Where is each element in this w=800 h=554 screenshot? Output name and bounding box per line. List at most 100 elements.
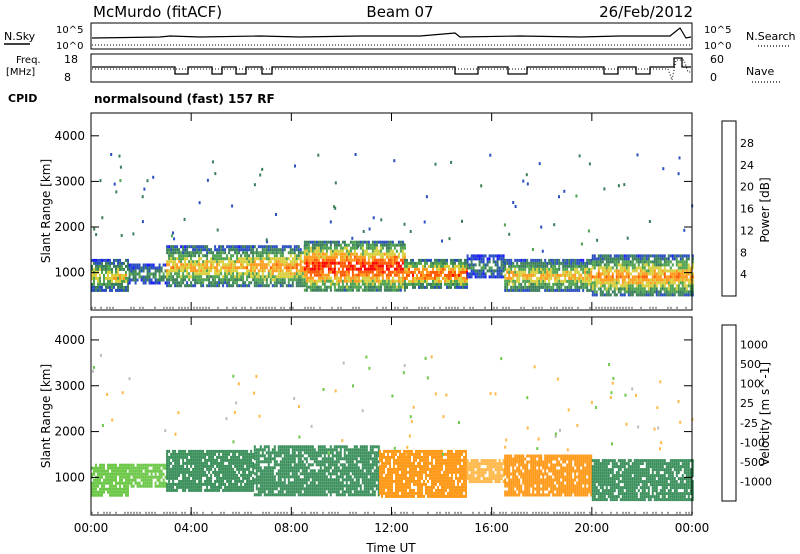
velocity-cell [91,481,93,485]
power-cell [609,257,612,261]
power-cell [661,287,664,291]
power-ground-cell [403,306,405,309]
velocity-cell [277,484,280,488]
power-cell [665,281,668,285]
power-cell [516,261,519,265]
velocity-cell [210,464,213,468]
power-cell [397,282,400,286]
power-cell [675,275,678,279]
velocity-cell [230,458,233,462]
power-cell [578,288,581,292]
velocity-cell [257,493,260,497]
velocity-cell [309,493,312,497]
power-cell [309,240,312,244]
power-cell [182,254,185,258]
nave-tick-high: 60 [710,53,724,66]
power-cell [125,279,127,283]
power-cell [289,245,292,249]
power-scatter-cell [93,227,96,231]
power-cell [560,282,563,286]
power-cell [214,260,217,264]
velocity-cell [170,461,173,465]
power-cell [568,264,571,268]
power-cell [472,257,475,261]
power-cell [663,269,666,273]
power-cell [574,267,577,271]
velocity-cell [202,452,205,456]
velocity-cell [93,481,95,485]
power-cell [645,281,648,285]
power-cell [119,288,121,292]
power-cell [387,252,390,256]
velocity-cell [113,475,115,479]
power-cell [510,267,513,271]
power-cell [218,254,221,258]
power-cell [462,282,464,286]
power-cell [410,282,412,286]
power-cell [436,276,438,280]
power-cell [234,281,237,285]
power-cell [476,257,479,261]
power-cell [345,255,348,259]
velocity-cell [253,445,256,449]
power-cell [375,252,378,256]
power-cell [410,270,412,274]
power-cell [401,240,404,244]
power-cell [404,282,406,286]
power-ground-cell [439,306,441,309]
velocity-cell [315,484,318,488]
power-cell [277,251,280,255]
velocity-cell [299,493,302,497]
power-cell [277,281,280,285]
power-cell [584,285,587,289]
power-cell [373,279,376,283]
velocity-cell [313,469,316,473]
power-cell [659,260,662,264]
power-cell [494,263,497,267]
velocity-cell [196,473,199,477]
velocity-cell [206,449,209,453]
velocity-cell [154,466,157,470]
power-cell [418,276,420,280]
power-cell [242,281,245,285]
power-cell [434,261,436,265]
power-cell [665,257,668,261]
power-cell [345,243,348,247]
power-cell [345,285,348,289]
power-cell [361,243,364,247]
power-cell [506,279,509,283]
power-cell [440,261,442,265]
power-scatter-cell [113,182,116,186]
power-ground-cell [217,306,219,309]
power-cell [399,279,402,283]
velocity-cell [182,488,185,492]
velocity-cell [198,482,201,486]
power-cell [458,276,460,280]
power-cell [130,263,133,267]
power-cell [333,249,336,253]
power-cell [119,261,121,265]
velocity-cell [287,493,290,497]
power-cell [574,285,577,289]
power-cell [105,267,107,271]
power-cell [462,261,464,265]
power-cell [240,275,243,279]
power-cell [228,245,231,249]
power-cell [222,248,225,252]
velocity-cell [216,461,219,465]
power-cell [198,263,201,267]
velocity-cell [244,482,247,486]
velocity-cell [261,469,264,473]
velocity-cell [178,470,181,474]
velocity-cell [107,466,109,470]
power-cell [238,251,241,255]
power-cell [399,264,402,268]
power-cell [325,258,328,262]
velocity-cell [166,449,169,453]
velocity-cell [315,454,318,458]
power-cell [586,279,589,283]
velocity-cell [188,482,191,486]
velocity-cell [125,487,127,491]
velocity-cell [200,482,203,486]
power-cell [526,273,529,277]
